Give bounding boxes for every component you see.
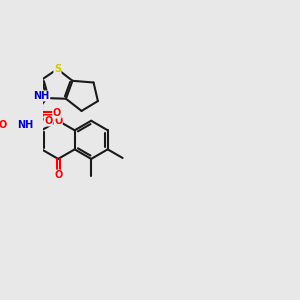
Text: NH: NH xyxy=(18,120,34,130)
Text: S: S xyxy=(54,64,61,74)
Text: O: O xyxy=(44,116,52,126)
Text: O: O xyxy=(53,108,61,118)
Text: O: O xyxy=(54,116,62,126)
Text: O: O xyxy=(54,170,62,180)
Text: O: O xyxy=(0,120,7,130)
Text: NH: NH xyxy=(34,91,50,101)
